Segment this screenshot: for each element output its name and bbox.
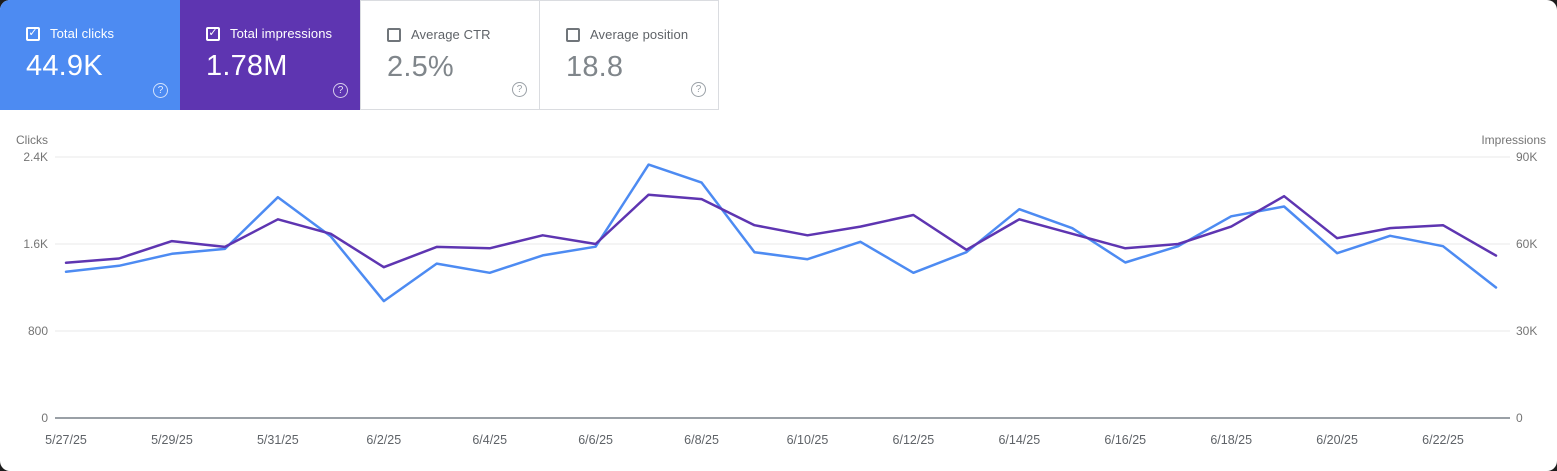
impressions-line[interactable] <box>64 193 1498 269</box>
metric-cards: ✓ Total clicks 44.9K ? ✓ Total impressio… <box>0 0 719 110</box>
right-axis-tick: 60K <box>1516 237 1537 251</box>
help-icon[interactable]: ? <box>691 82 706 97</box>
help-icon[interactable]: ? <box>153 83 168 98</box>
x-axis-label: 5/31/25 <box>257 433 299 447</box>
right-axis-tick: 0 <box>1516 411 1523 425</box>
card-label: Total clicks <box>50 26 115 41</box>
right-axis-tick: 90K <box>1516 150 1537 164</box>
card-header: ✓ Total impressions <box>206 26 346 41</box>
x-axis-label: 6/18/25 <box>1210 433 1252 447</box>
x-axis-label: 6/22/25 <box>1422 433 1464 447</box>
help-icon[interactable]: ? <box>333 83 348 98</box>
check-icon: ✓ <box>208 27 218 39</box>
card-total-impressions[interactable]: ✓ Total impressions 1.78M ? <box>180 0 360 110</box>
card-average-position[interactable]: Average position 18.8 ? <box>539 0 719 110</box>
x-axis-label: 6/8/25 <box>684 433 719 447</box>
timeseries-chart[interactable]: Clicks Impressions 0 800 1.6K 2.4K 0 30K 60K 90K 5… <box>0 110 1557 471</box>
help-icon[interactable]: ? <box>512 82 527 97</box>
x-axis-label: 6/12/25 <box>893 433 935 447</box>
x-axis-label: 6/20/25 <box>1316 433 1358 447</box>
card-label: Average position <box>590 27 689 42</box>
chart-svg[interactable]: Clicks Impressions 0 800 1.6K 2.4K 0 30K 60K 90K 5… <box>0 110 1557 471</box>
card-label: Average CTR <box>411 27 491 42</box>
checkbox-average-ctr[interactable] <box>387 27 401 42</box>
card-header: ✓ Total clicks <box>26 26 166 41</box>
card-header: Average CTR <box>387 27 525 42</box>
left-axis-tick: 2.4K <box>23 150 48 164</box>
card-average-ctr[interactable]: Average CTR 2.5% ? <box>360 0 540 110</box>
x-axis-label: 6/6/25 <box>578 433 613 447</box>
card-value: 2.5% <box>387 51 454 83</box>
x-axis-label: 5/27/25 <box>45 433 87 447</box>
left-axis-title: Clicks <box>16 133 48 147</box>
card-value: 18.8 <box>566 51 624 83</box>
x-axis-label: 6/14/25 <box>998 433 1040 447</box>
card-label: Total impressions <box>230 26 333 41</box>
x-axis-label: 6/16/25 <box>1104 433 1146 447</box>
card-value: 1.78M <box>206 50 288 82</box>
x-axis-label: 6/10/25 <box>787 433 829 447</box>
x-axis-label: 6/2/25 <box>366 433 401 447</box>
check-icon: ✓ <box>28 27 38 39</box>
left-axis-tick: 0 <box>41 411 48 425</box>
checkbox-average-position[interactable] <box>566 27 580 42</box>
checkbox-total-clicks[interactable]: ✓ <box>26 26 40 41</box>
right-axis-title: Impressions <box>1481 133 1546 147</box>
card-value: 44.9K <box>26 50 103 82</box>
checkbox-total-impressions[interactable]: ✓ <box>206 26 220 41</box>
right-axis-tick: 30K <box>1516 324 1537 338</box>
card-total-clicks[interactable]: ✓ Total clicks 44.9K ? <box>0 0 180 110</box>
left-axis-tick: 1.6K <box>23 237 48 251</box>
clicks-line[interactable] <box>64 163 1498 303</box>
x-axis-label: 6/4/25 <box>472 433 507 447</box>
card-header: Average position <box>566 27 704 42</box>
x-axis-label: 5/29/25 <box>151 433 193 447</box>
left-axis-tick: 800 <box>28 324 48 338</box>
